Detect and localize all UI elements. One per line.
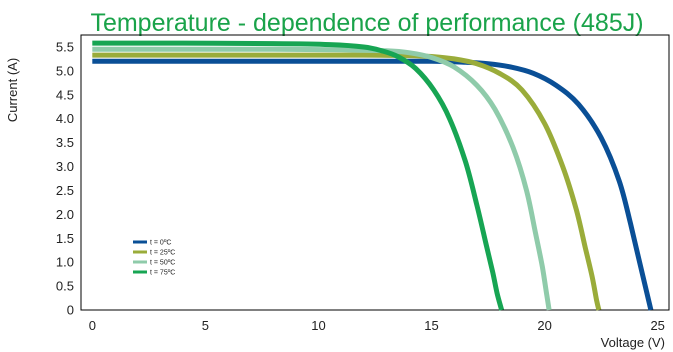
- plot-area: [80, 34, 670, 311]
- y-tick-labels: 0 0.5 1.0 1.5 2.0 2.5 3.0 3.5 4.0 4.5 5.0 5.5: [56, 39, 74, 317]
- y-tick-label: 4.5: [56, 87, 74, 102]
- legend-label: t = 0ºC: [150, 240, 171, 247]
- y-tick-label: 5.0: [56, 63, 74, 78]
- x-tick-label: 5: [202, 318, 209, 333]
- x-tick-label: 20: [537, 318, 551, 333]
- series-line-4: [92, 40, 505, 311]
- x-tick-labels: 0 5 10 15 20 25: [89, 318, 665, 333]
- y-axis-label: Current (A): [5, 58, 20, 122]
- x-tick-label: 15: [424, 318, 438, 333]
- series-line-3: [92, 46, 552, 311]
- legend: t = 0ºC t = 25ºC t = 50ºC t = 75ºC: [133, 240, 175, 277]
- y-tick-label: 3.0: [56, 159, 74, 174]
- x-tick-label: 25: [650, 318, 664, 333]
- legend-label: t = 75ºC: [150, 270, 175, 277]
- series-line-2: [92, 52, 602, 311]
- y-tick-label: 1.0: [56, 255, 74, 270]
- y-tick-label: 1.5: [56, 231, 74, 246]
- legend-label: t = 50ºC: [150, 260, 175, 267]
- chart-title: Temperature - dependence of performance …: [90, 9, 643, 37]
- y-tick-label: 0.5: [56, 279, 74, 294]
- y-tick-label: 2.5: [56, 183, 74, 198]
- y-tick-label: 5.5: [56, 39, 74, 54]
- x-axis-label: Voltage (V): [601, 335, 665, 350]
- series-line-1: [92, 58, 654, 311]
- y-tick-label: 3.5: [56, 135, 74, 150]
- y-tick-label: 0: [67, 303, 74, 318]
- y-tick-label: 2.0: [56, 207, 74, 222]
- x-tick-label: 0: [89, 318, 96, 333]
- legend-label: t = 25ºC: [150, 250, 175, 257]
- x-tick-label: 10: [311, 318, 325, 333]
- series-lines: [92, 40, 654, 311]
- y-tick-label: 4.0: [56, 111, 74, 126]
